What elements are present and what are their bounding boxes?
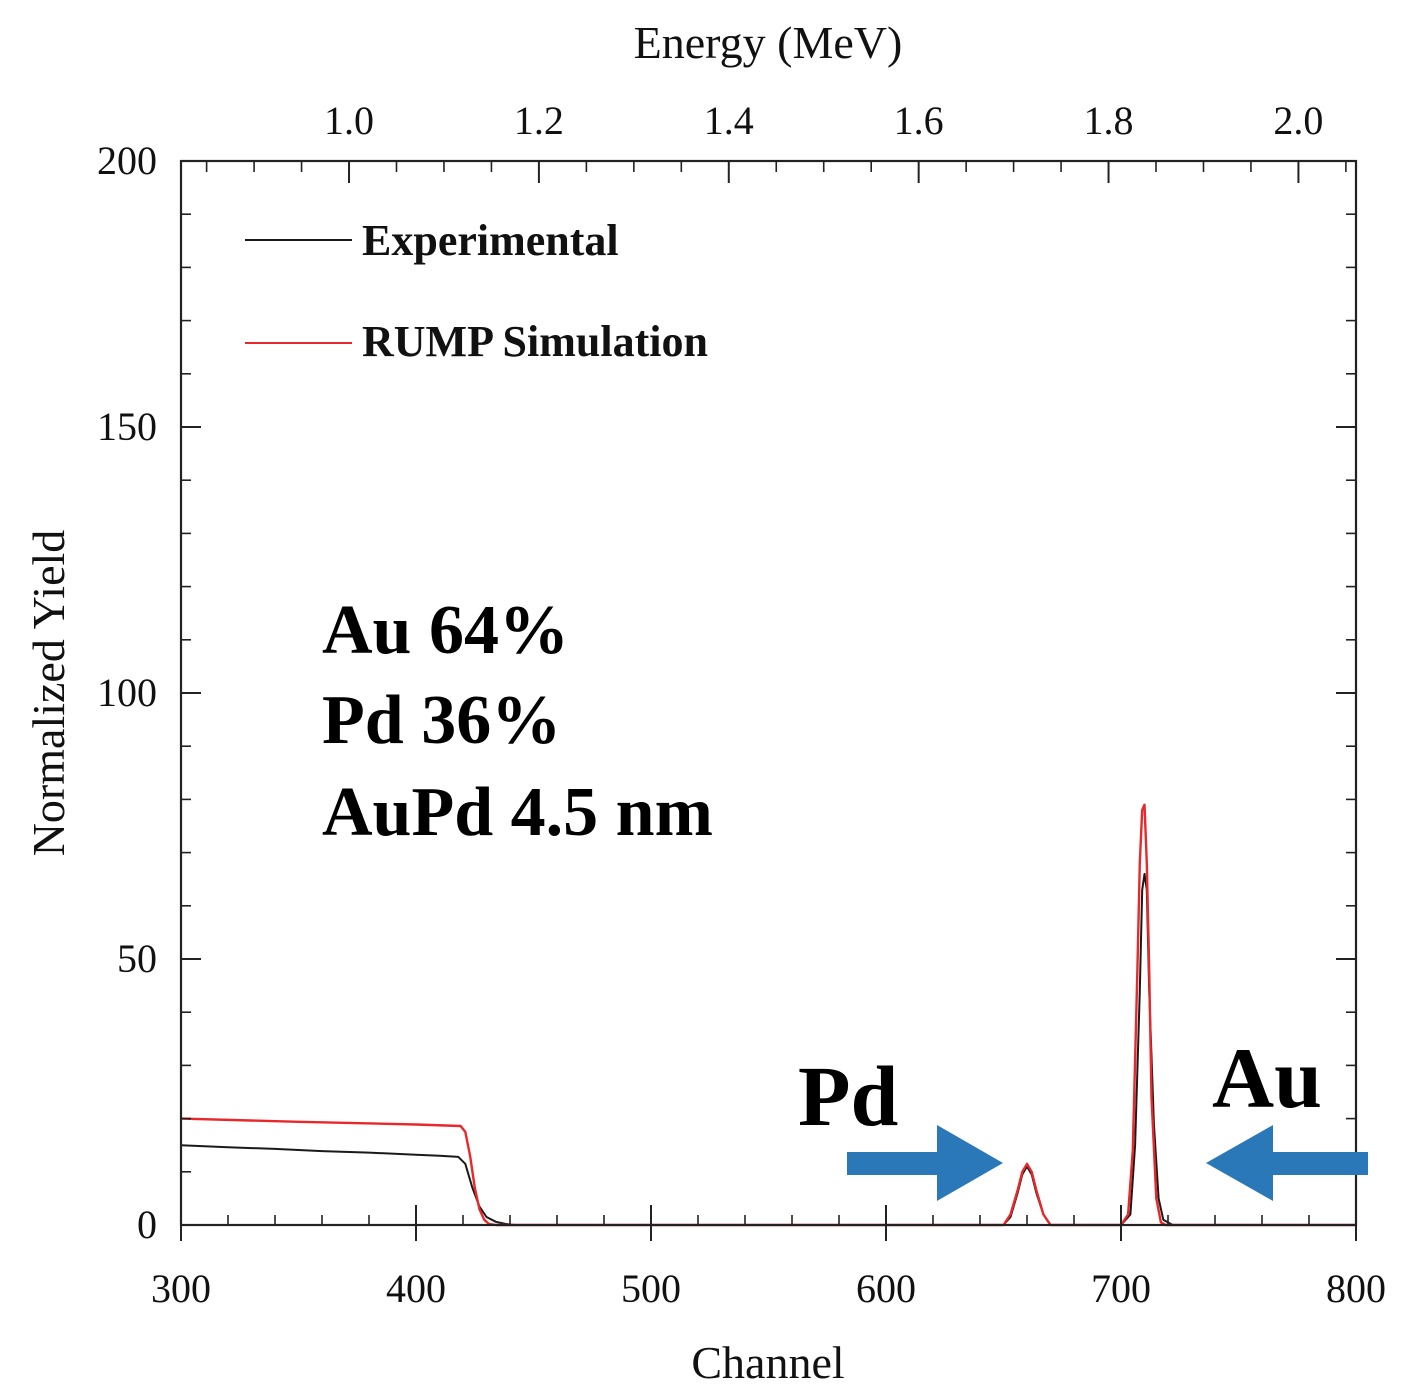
y-tick-label: 50: [117, 936, 157, 981]
series-experimental-line: [180, 872, 1356, 1226]
x-tick-label: 700: [1091, 1266, 1151, 1311]
x2-axis-title: Energy (MeV): [634, 17, 903, 68]
x-tick-label: 400: [386, 1266, 446, 1311]
y-tick-label: 100: [97, 670, 157, 715]
left-arrow-icon: [1206, 1125, 1368, 1201]
x2-tick-label: 2.0: [1273, 98, 1323, 143]
y-axis-title: Normalized Yield: [23, 530, 74, 857]
x-tick-label: 300: [151, 1266, 211, 1311]
y-tick-label: 150: [97, 404, 157, 449]
pd-peak-label: Pd: [798, 1048, 898, 1144]
x2-tick-label: 1.8: [1084, 98, 1134, 143]
x-axis-title: Channel: [691, 1337, 844, 1388]
composition-annotation: Au 64% Pd 36% AuPd 4.5 nm: [322, 592, 713, 851]
x2-tick-label: 1.2: [514, 98, 564, 143]
x2-tick-label: 1.4: [704, 98, 754, 143]
y-tick-label: 200: [97, 138, 157, 183]
right-arrow-icon: [847, 1125, 1003, 1201]
series-rump-simulation-line: [180, 803, 1356, 1227]
x-tick-label: 800: [1326, 1266, 1386, 1311]
au-peak-label: Au: [1212, 1030, 1322, 1126]
x-tick-label: 500: [621, 1266, 681, 1311]
annotation-pd-percent: Pd 36%: [322, 682, 561, 759]
x2-tick-label: 1.6: [894, 98, 944, 143]
annotation-thickness: AuPd 4.5 nm: [322, 774, 713, 851]
y-tick-label: 0: [137, 1202, 157, 1247]
legend: Experimental RUMP Simulation: [245, 216, 708, 366]
legend-label-rump-simulation: RUMP Simulation: [362, 317, 708, 366]
legend-label-experimental: Experimental: [362, 216, 619, 265]
x-tick-label: 600: [856, 1266, 916, 1311]
annotation-au-percent: Au 64%: [322, 592, 569, 669]
x2-tick-label: 1.0: [324, 98, 374, 143]
